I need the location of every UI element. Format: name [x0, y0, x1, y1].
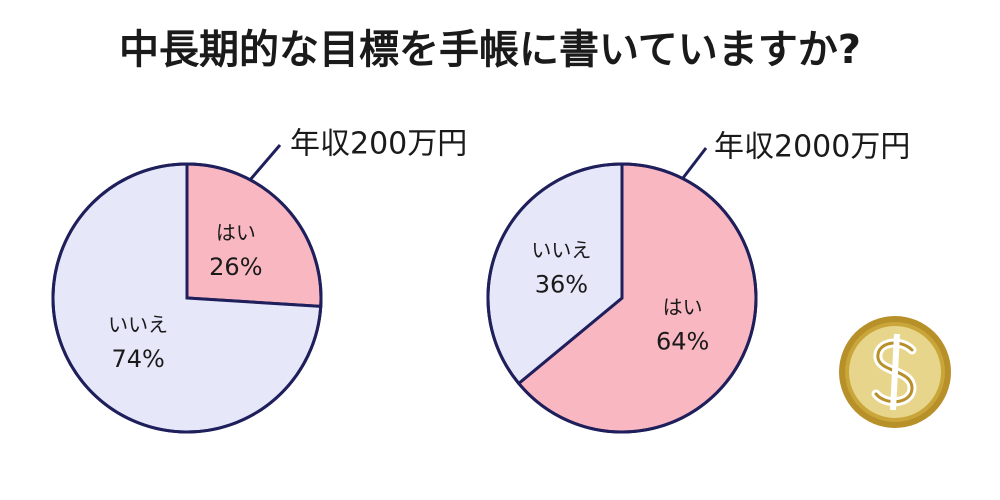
slice-category-label: はい [216, 221, 256, 245]
page-title: 中長期的な目標を手帳に書いていますか? [119, 27, 861, 73]
callout-line [248, 144, 282, 181]
chart-title: 年収2000万円 [714, 130, 910, 165]
callout-line [681, 147, 708, 179]
slice-value-label: 36% [535, 270, 588, 298]
pie-outline [486, 162, 758, 434]
coin-symbol-bar [890, 333, 900, 411]
coin-icon [839, 316, 951, 428]
chart-title: 年収200万円 [290, 127, 467, 162]
slice-value-label: 64% [656, 328, 709, 356]
slice-category-label: はい [663, 295, 703, 319]
slice-category-label: いいえ [531, 238, 591, 262]
slice-value-label: 74% [111, 345, 164, 373]
slice-category-label: いいえ [108, 312, 168, 336]
slice-value-label: 26% [209, 253, 262, 281]
pie-outline [51, 162, 323, 434]
